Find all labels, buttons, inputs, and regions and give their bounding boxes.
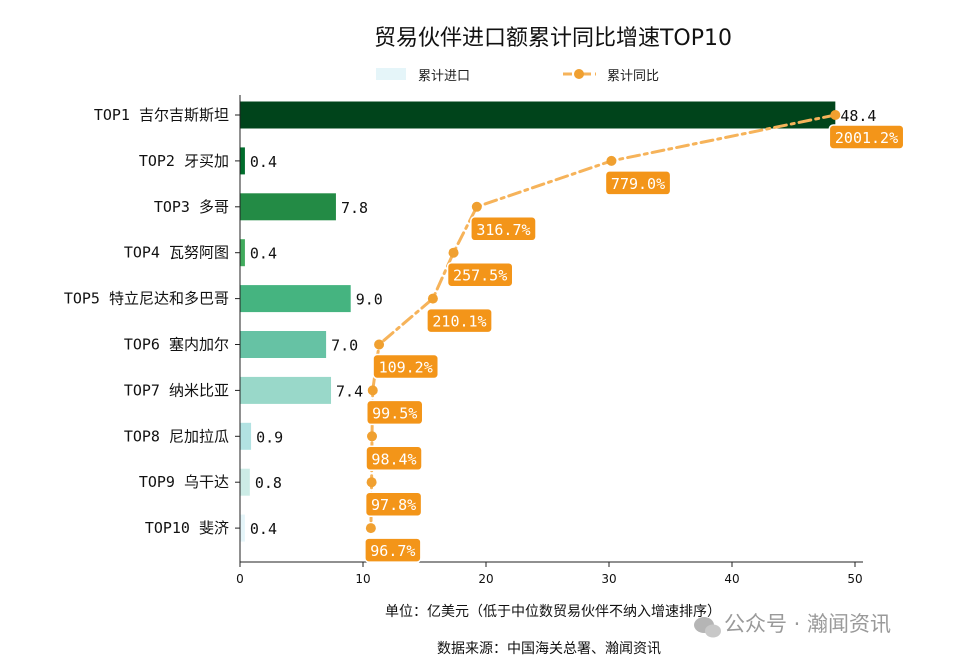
wechat-logo-icon [694, 617, 721, 638]
x-tick-label: 20 [478, 572, 493, 586]
watermark-text: 公众号 · 瀚闻资讯 [724, 612, 891, 636]
yoy-label-box [446, 261, 514, 288]
bar [240, 376, 332, 404]
x-tick-label: 40 [724, 572, 739, 586]
bar-value-label: 0.8 [255, 474, 282, 492]
yoy-value-label: 99.5% [372, 404, 417, 422]
bar [240, 422, 252, 450]
y-tick-label: TOP5 特立尼达和多巴哥 [64, 290, 229, 308]
watermark: 公众号 · 瀚闻资讯 [694, 612, 891, 638]
yoy-label-box [364, 537, 422, 563]
bar [240, 514, 245, 542]
bar [240, 468, 250, 496]
legend-label-yoy: 累计同比 [607, 69, 659, 84]
yoy-value-label: 98.4% [371, 450, 416, 468]
yoy-value-label: 109.2% [379, 359, 433, 377]
yoy-point [367, 385, 378, 396]
chart-title: 贸易伙伴进口额累计同比增速TOP10 [374, 26, 732, 51]
bar [240, 239, 245, 267]
yoy-value-label: 779.0% [611, 175, 665, 193]
source-note: 数据来源：中国海关总署、瀚闻资讯 [437, 641, 661, 657]
bar-value-label: 0.9 [256, 428, 283, 446]
yoy-point [367, 431, 378, 442]
yoy-label-box [604, 170, 672, 196]
bar-value-label: 7.4 [336, 382, 363, 400]
yoy-point [448, 247, 459, 258]
y-tick-label: TOP2 牙买加 [139, 152, 229, 170]
x-tick-label: 30 [601, 572, 616, 586]
legend-swatch-imports [376, 68, 406, 80]
legend: 累计进口 累计同比 [376, 68, 659, 84]
yoy-value-label: 2001.2% [835, 129, 898, 147]
yoy-value-label: 316.7% [476, 221, 530, 239]
bar [240, 285, 351, 313]
yoy-label-box [372, 353, 440, 380]
bar-value-label: 48.4 [840, 107, 876, 125]
bar-value-label: 9.0 [356, 291, 383, 309]
yoy-value-label: 96.7% [370, 542, 415, 560]
bar-value-label: 0.4 [250, 245, 277, 263]
x-tick-label: 0 [236, 572, 244, 586]
yoy-label-box [470, 216, 537, 242]
yoy-point [427, 293, 438, 304]
bar-value-label: 0.4 [250, 153, 277, 171]
bar-value-label: 0.4 [250, 520, 277, 538]
yoy-point [374, 339, 385, 350]
yoy-point [830, 110, 841, 120]
legend-swatch-yoy-marker [574, 69, 584, 79]
y-tick-label: TOP3 多哥 [154, 198, 229, 216]
yoy-point [606, 155, 617, 166]
bar-value-label: 7.0 [331, 337, 358, 355]
plot-area: TOP1 吉尔吉斯斯坦 48.4 TOP2 牙买加 0.4 TOP3 多哥 7.8 TOP4… [64, 95, 905, 586]
yoy-point [366, 477, 377, 488]
yoy-value-label: 210.1% [432, 313, 486, 331]
yoy-label-box [828, 124, 905, 150]
yoy-point [471, 201, 482, 212]
yoy-label-box [426, 307, 493, 334]
y-tick-label: TOP10 斐济 [145, 519, 229, 537]
bar-value-label: 7.8 [341, 199, 368, 217]
bar [240, 331, 327, 358]
y-tick-label: TOP6 塞内加尔 [124, 336, 229, 354]
yoy-label-box [364, 491, 423, 517]
x-axis-label: 单位：亿美元（低于中位数贸易伙伴不纳入增速排序） [385, 604, 721, 620]
y-tick-label: TOP8 尼加拉瓜 [124, 427, 229, 445]
yoy-value-label: 257.5% [453, 267, 507, 285]
y-tick-label: TOP4 瓦努阿图 [124, 244, 229, 262]
y-tick-label: TOP1 吉尔吉斯斯坦 [94, 106, 229, 124]
legend-label-imports: 累计进口 [418, 69, 470, 84]
yoy-label-box [365, 399, 424, 426]
bar [240, 193, 336, 221]
bar [240, 101, 836, 129]
yoy-point [365, 523, 376, 534]
x-tick-label: 50 [847, 572, 862, 586]
bar [240, 147, 245, 175]
yoy-label-box [365, 445, 423, 472]
y-tick-label: TOP9 乌干达 [139, 473, 229, 491]
x-tick-label: 10 [355, 572, 370, 586]
y-tick-label: TOP7 纳米比亚 [124, 381, 229, 399]
yoy-value-label: 97.8% [371, 496, 416, 514]
